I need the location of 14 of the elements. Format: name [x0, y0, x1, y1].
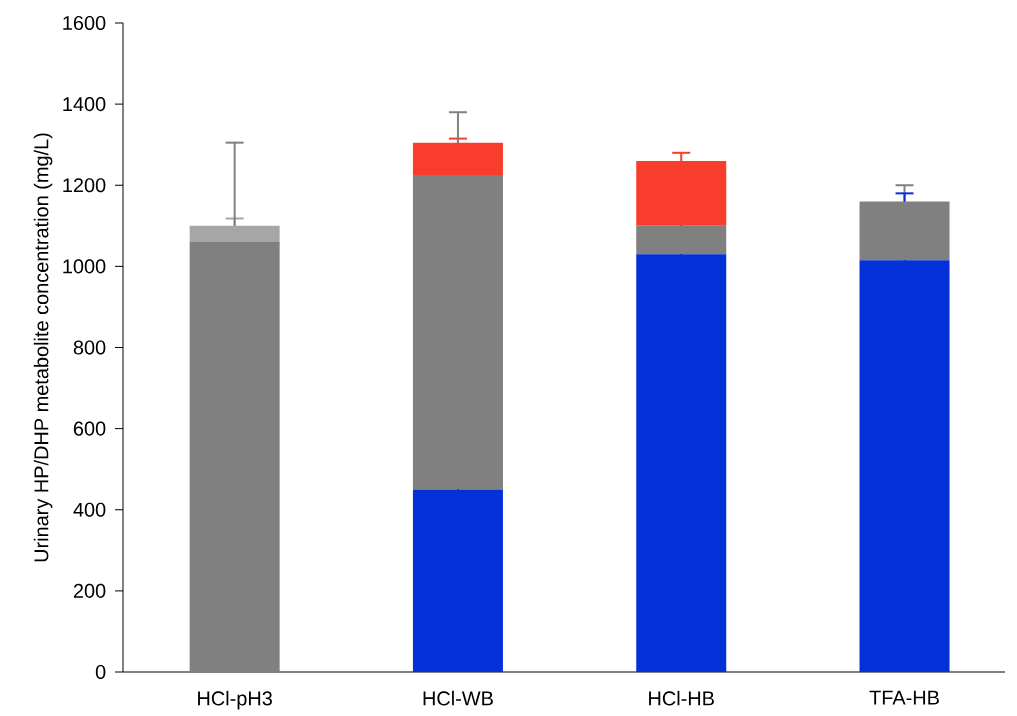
- y-tick-label: 1000: [63, 259, 106, 274]
- x-tick-label: HCl-HB: [649, 690, 714, 706]
- y-tick-label: 800: [73, 340, 106, 355]
- y-tick-label: 200: [73, 583, 106, 598]
- y-tick-label: 400: [73, 502, 106, 517]
- y-tick-label: 600: [73, 421, 106, 436]
- y-axis-title: Urinary HP/DHP metabolite concentration (mg/L): [33, 133, 53, 562]
- x-tick-label: HCl-WB: [423, 690, 493, 706]
- y-tick-label: 1400: [63, 97, 106, 112]
- y-tick-label: 0: [95, 664, 106, 680]
- x-tick-label: HCl-pH3: [198, 690, 272, 710]
- y-tick-label: 1600: [63, 15, 106, 31]
- y-tick-label: 1200: [63, 178, 106, 193]
- x-tick-label: TFA-HB: [869, 690, 939, 705]
